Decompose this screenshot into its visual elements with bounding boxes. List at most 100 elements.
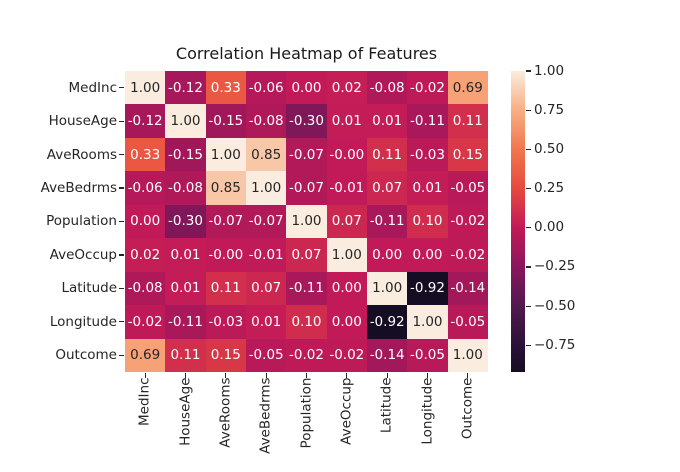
y-tick-mark xyxy=(119,220,124,223)
colorbar-tick-mark xyxy=(526,187,531,190)
heatmap-cell: -0.92 xyxy=(366,305,408,339)
heatmap-cell: 1.00 xyxy=(205,137,246,172)
y-tick-label: Longitude xyxy=(49,313,117,330)
heatmap-cell: -0.11 xyxy=(286,271,327,306)
heatmap-cell: 0.11 xyxy=(447,104,488,138)
x-tick-mark xyxy=(265,373,267,378)
heatmap-cell: -0.14 xyxy=(447,271,488,306)
heatmap-cell: -0.08 xyxy=(245,104,287,138)
heatmap-cell: -0.11 xyxy=(165,305,206,339)
heatmap-cell: -0.03 xyxy=(407,137,448,172)
heatmap-cell: 0.07 xyxy=(366,171,408,205)
chart-title: Correlation Heatmap of Features xyxy=(175,44,438,63)
colorbar-gradient xyxy=(511,71,525,372)
x-tick-label: AveRooms xyxy=(217,377,234,448)
x-tick-mark xyxy=(144,373,146,378)
colorbar-tick-label: −0.50 xyxy=(534,297,576,314)
y-tick-label: AveRooms xyxy=(46,146,117,163)
x-tick-mark xyxy=(225,373,227,378)
colorbar-tick-label: 0.50 xyxy=(534,140,565,157)
colorbar-tick-mark xyxy=(526,148,531,150)
heatmap-cell: -0.02 xyxy=(286,338,327,372)
heatmap-cell: 0.01 xyxy=(326,104,367,138)
heatmap-cell: 0.15 xyxy=(205,338,246,372)
y-tick-label: Latitude xyxy=(61,280,117,297)
heatmap-cell: -0.07 xyxy=(286,171,327,205)
heatmap-cell: 0.10 xyxy=(407,204,448,239)
colorbar-tick-label: −0.75 xyxy=(534,336,576,353)
heatmap-cell: -0.05 xyxy=(407,338,448,372)
y-tick-label: MedInc xyxy=(68,79,117,96)
heatmap-cell: -0.02 xyxy=(125,305,166,339)
heatmap-cell: -0.01 xyxy=(245,238,287,272)
heatmap-cell: 0.01 xyxy=(165,238,206,272)
heatmap-cell: -0.02 xyxy=(447,204,488,239)
heatmap-cell: 1.00 xyxy=(245,171,287,205)
colorbar-tick-mark xyxy=(526,266,531,268)
colorbar-tick-label: −0.25 xyxy=(534,258,576,275)
heatmap-grid: 1.00 -0.12 0.33 -0.06 0.00 0.02 -0.08 -0.02 0.69… xyxy=(125,71,488,372)
colorbar-tick-label: 0.00 xyxy=(534,219,565,236)
x-tick-mark xyxy=(426,373,429,378)
colorbar-tick-label: 0.75 xyxy=(534,101,565,118)
heatmap-cell: 0.00 xyxy=(286,71,327,105)
x-tick-label: AveOccup xyxy=(338,377,355,445)
heatmap-cell: -0.11 xyxy=(407,104,448,138)
heatmap-cell: 0.07 xyxy=(326,204,367,239)
heatmap-cell: 0.02 xyxy=(326,71,367,105)
y-tick-mark xyxy=(119,87,124,89)
y-tick-mark xyxy=(119,120,124,122)
heatmap-cell: 1.00 xyxy=(286,204,327,239)
y-tick-mark xyxy=(119,254,124,256)
heatmap-cell: -0.12 xyxy=(125,104,166,138)
heatmap-cell: 0.85 xyxy=(245,137,287,172)
x-tick-label: MedInc xyxy=(136,377,153,426)
colorbar-tick-label: 0.25 xyxy=(534,180,565,197)
heatmap-cell: -0.02 xyxy=(407,71,448,105)
x-tick-mark xyxy=(467,373,469,378)
y-tick-mark xyxy=(119,287,124,289)
heatmap-cell: -0.01 xyxy=(326,171,367,205)
y-tick-mark xyxy=(119,321,124,323)
y-tick-mark xyxy=(119,187,124,189)
heatmap-cell: -0.07 xyxy=(245,204,287,239)
x-tick-mark xyxy=(184,373,187,378)
heatmap-cell: 0.07 xyxy=(286,238,327,272)
x-tick-label: AveBedrms xyxy=(257,377,274,454)
heatmap-cell: -0.03 xyxy=(205,305,246,339)
heatmap-cell: 0.00 xyxy=(407,238,448,272)
y-tick-label: AveOccup xyxy=(49,246,117,263)
heatmap-cell: -0.05 xyxy=(245,338,287,372)
colorbar-tick-mark xyxy=(526,227,531,229)
heatmap-cell: 0.01 xyxy=(165,271,206,306)
heatmap-cell: 0.01 xyxy=(245,305,287,339)
heatmap-cell: -0.14 xyxy=(366,338,408,372)
heatmap-cell: 0.00 xyxy=(125,204,166,239)
heatmap-cell: -0.02 xyxy=(326,338,367,372)
heatmap-cell: -0.06 xyxy=(245,71,287,105)
heatmap-cell: 0.85 xyxy=(205,171,246,205)
colorbar-tick-label: 1.00 xyxy=(534,62,565,79)
heatmap-cell: 0.11 xyxy=(165,338,206,372)
heatmap-cell: -0.02 xyxy=(447,238,488,272)
heatmap-cell: 0.00 xyxy=(326,305,367,339)
x-tick-mark xyxy=(386,373,388,378)
heatmap-cell: -0.06 xyxy=(125,171,166,205)
heatmap-cell: 0.33 xyxy=(125,137,166,172)
x-tick-label: HouseAge xyxy=(177,377,193,446)
heatmap-cell: -0.15 xyxy=(205,104,246,138)
heatmap-cell: -0.92 xyxy=(407,271,448,306)
x-tick-label: Population xyxy=(298,377,314,448)
heatmap-cell: 1.00 xyxy=(165,104,206,138)
heatmap-cell: 1.00 xyxy=(125,71,166,105)
y-tick-label: AveBedrms xyxy=(40,180,117,197)
colorbar-tick-mark xyxy=(526,305,531,307)
heatmap-cell: 0.00 xyxy=(326,271,367,306)
y-tick-label: Population xyxy=(46,213,117,230)
y-tick-mark xyxy=(119,154,124,156)
heatmap-cell: 0.02 xyxy=(125,238,166,272)
heatmap-cell: -0.08 xyxy=(165,171,206,205)
heatmap-cell: -0.08 xyxy=(125,271,166,306)
heatmap-cell: -0.30 xyxy=(286,104,327,138)
heatmap-cell: -0.05 xyxy=(447,305,488,339)
